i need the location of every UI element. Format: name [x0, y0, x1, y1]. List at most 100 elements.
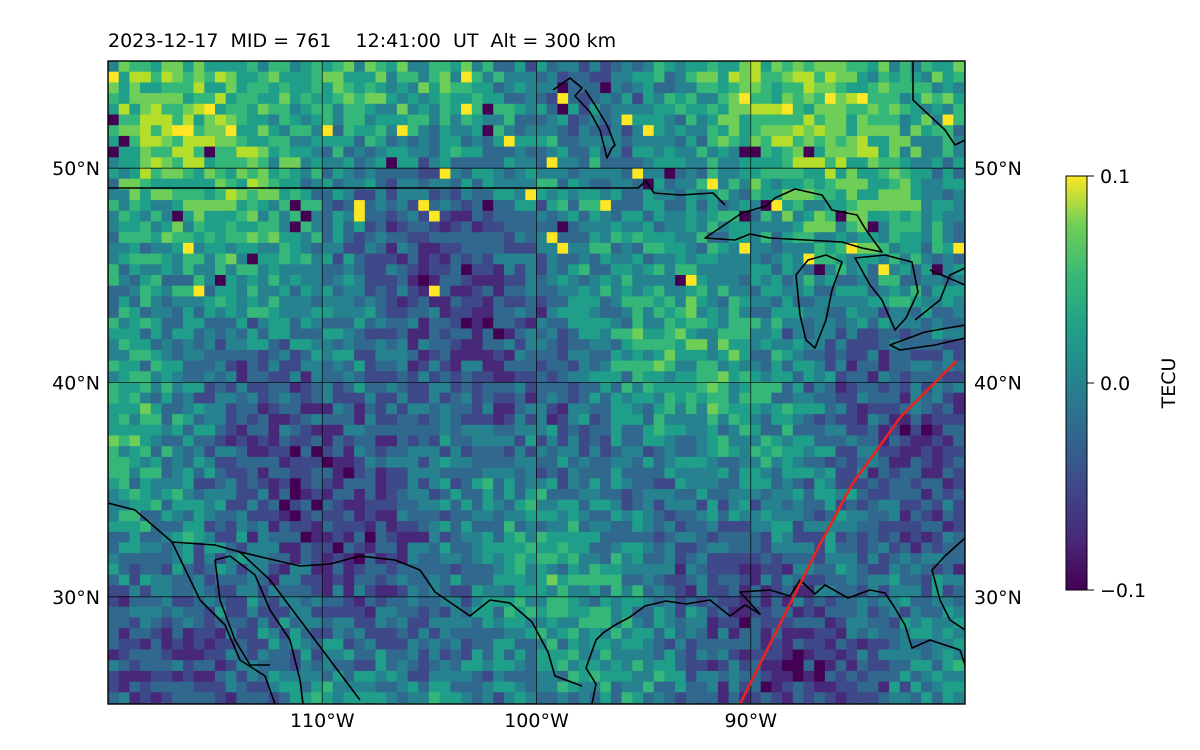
- heatmap-cell: [728, 71, 740, 83]
- heatmap-cell: [289, 360, 302, 372]
- heatmap-cell: [204, 360, 216, 372]
- heatmap-cell: [193, 349, 205, 362]
- heatmap-cell: [792, 510, 805, 522]
- heatmap-cell: [557, 414, 569, 426]
- heatmap-cell: [161, 168, 173, 180]
- heatmap-cell: [140, 585, 152, 597]
- heatmap-cell: [450, 553, 462, 565]
- heatmap-cell: [332, 371, 344, 383]
- heatmap-cell: [161, 328, 173, 340]
- heatmap-cell: [289, 596, 302, 608]
- heatmap-cell: [685, 617, 698, 629]
- heatmap-cell: [118, 125, 130, 137]
- heatmap-cell: [621, 424, 633, 437]
- heatmap-cell: [750, 242, 762, 255]
- heatmap-cell: [878, 125, 890, 137]
- heatmap-cell: [300, 328, 312, 340]
- heatmap-cell: [108, 392, 120, 404]
- heatmap-cell: [643, 585, 655, 597]
- heatmap-cell: [728, 200, 740, 212]
- heatmap-cell: [685, 435, 698, 447]
- heatmap-cell: [889, 93, 901, 105]
- heatmap-cell: [707, 435, 719, 447]
- heatmap-cell: [889, 253, 901, 265]
- heatmap-cell: [193, 210, 205, 223]
- heatmap-cell: [461, 232, 473, 244]
- heatmap-cell: [461, 456, 473, 469]
- map-frame: [107, 60, 966, 705]
- heatmap-cell: [418, 189, 430, 201]
- heatmap-cell: [675, 103, 687, 116]
- heatmap-cell: [150, 456, 163, 469]
- heatmap-cell: [589, 146, 601, 158]
- heatmap-cell: [643, 360, 655, 372]
- heatmap-cell: [921, 253, 933, 265]
- heatmap-cell: [771, 114, 783, 126]
- heatmap-cell: [268, 360, 280, 372]
- heatmap-cell: [546, 371, 558, 383]
- heatmap-cell: [386, 200, 398, 212]
- heatmap-cell: [364, 456, 377, 469]
- heatmap-cell: [482, 467, 494, 479]
- heatmap-cell: [931, 510, 944, 522]
- heatmap-cell: [782, 585, 794, 597]
- heatmap-cell: [953, 285, 965, 297]
- heatmap-cell: [236, 82, 248, 94]
- heatmap-cell: [461, 606, 473, 618]
- heatmap-cell: [300, 71, 312, 83]
- heatmap-cell: [750, 382, 762, 394]
- heatmap-cell: [792, 681, 805, 693]
- heatmap-cell: [322, 82, 334, 94]
- heatmap-cell: [354, 670, 366, 683]
- heatmap-cell: [140, 638, 152, 651]
- heatmap-cell: [953, 628, 965, 640]
- heatmap-cell: [739, 178, 751, 190]
- heatmap-cell: [279, 596, 291, 608]
- heatmap-cell: [396, 531, 409, 544]
- heatmap-cell: [739, 382, 751, 394]
- heatmap-cell: [332, 307, 344, 319]
- heatmap-cell: [461, 93, 473, 105]
- heatmap-cell: [835, 114, 847, 126]
- heatmap-cell: [322, 617, 334, 629]
- heatmap-cell: [503, 103, 516, 116]
- heatmap-cell: [846, 317, 858, 330]
- heatmap-cell: [193, 681, 205, 693]
- heatmap-cell: [343, 135, 355, 148]
- heatmap-cell: [557, 467, 569, 479]
- heatmap-cell: [471, 146, 484, 158]
- heatmap-cell: [396, 221, 409, 233]
- heatmap-cell: [364, 681, 377, 693]
- heatmap-cell: [953, 339, 965, 351]
- heatmap-cell: [675, 264, 687, 276]
- heatmap-cell: [140, 82, 152, 94]
- heatmap-cell: [664, 499, 676, 511]
- heatmap-cell: [322, 253, 334, 265]
- heatmap-cell: [471, 253, 484, 265]
- heatmap-cell: [707, 585, 719, 597]
- heatmap-cell: [343, 617, 355, 629]
- heatmap-cell: [792, 275, 805, 287]
- heatmap-cell: [311, 275, 323, 287]
- heatmap-cell: [899, 189, 912, 201]
- heatmap-cell: [300, 253, 312, 265]
- heatmap-cell: [108, 146, 120, 158]
- ontario-shore: [914, 267, 965, 321]
- heatmap-cell: [910, 157, 922, 169]
- heatmap-cell: [429, 125, 441, 137]
- heatmap-cell: [193, 489, 205, 501]
- heatmap-cell: [814, 489, 826, 501]
- heatmap-cell: [482, 510, 494, 522]
- heatmap-cell: [750, 339, 762, 351]
- heatmap-cell: [910, 414, 922, 426]
- heatmap-cell: [354, 478, 366, 490]
- heatmap-cell: [364, 606, 377, 618]
- heatmap-cell: [386, 467, 398, 479]
- heatmap-cell: [150, 499, 163, 511]
- heatmap-cell: [461, 542, 473, 554]
- heatmap-cell: [739, 232, 751, 244]
- heatmap-cell: [514, 61, 526, 73]
- heatmap-cell: [525, 371, 537, 383]
- heatmap-cell: [696, 253, 708, 265]
- colorbar: 0.10.0−0.1 TECU: [1065, 166, 1180, 602]
